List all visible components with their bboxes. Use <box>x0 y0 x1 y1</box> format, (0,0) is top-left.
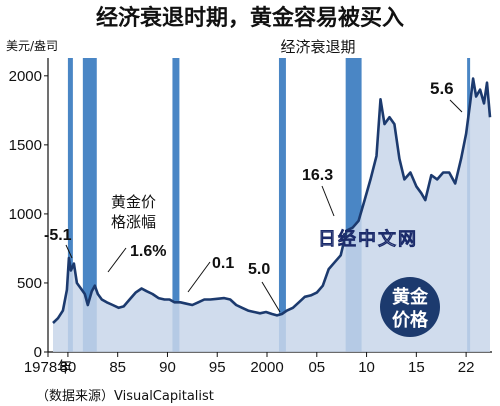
annotation-label-line2: 格涨幅 <box>111 213 156 231</box>
annotation-0: -5.1 <box>44 227 72 244</box>
annotation-1: 1.6% <box>130 243 166 260</box>
x-tick-label-5: 2000 <box>250 359 283 376</box>
annotation-leader-5 <box>449 99 463 113</box>
annotation-5: 5.6 <box>430 79 454 98</box>
x-tick-label-0: 1978年 <box>24 359 72 376</box>
y-tick-label-0: 0 <box>34 344 42 361</box>
x-tick-label-2: 85 <box>109 359 126 376</box>
annotations: -5.1 1.6% 0.1 5.0 16.3 5.6 <box>44 79 463 313</box>
x-tick-label-6: 05 <box>308 359 325 376</box>
x-tick-label-9: 22 <box>458 359 475 376</box>
source-note: （数据来源）VisualCapitalist <box>36 389 214 404</box>
badge-circle <box>380 277 440 337</box>
chart-title: 经济衰退时期，黄金容易被买入 <box>96 5 404 31</box>
annotation-3: 5.0 <box>248 261 270 278</box>
x-tick-label-1: 80 <box>60 359 77 376</box>
recession-band-1 <box>82 58 97 352</box>
annotation-2: 0.1 <box>212 255 234 272</box>
y-tick-label-2: 1000 <box>9 206 42 223</box>
x-tick-label-7: 10 <box>358 359 375 376</box>
recession-band-2 <box>172 58 180 352</box>
recession-label: 经济衰退期 <box>280 38 355 56</box>
recession-band-0 <box>67 58 73 352</box>
annotation-4: 16.3 <box>302 167 333 184</box>
annotation-leader-2 <box>187 261 211 293</box>
y-tick-label-3: 1500 <box>9 137 42 154</box>
gold-price-line <box>52 77 492 324</box>
annotation-leader-3 <box>261 281 281 313</box>
badge-line2: 价格 <box>392 309 429 331</box>
y-unit-label: 美元/盎司 <box>6 39 58 53</box>
gold-price-area <box>53 78 490 352</box>
annotation-leader-1 <box>107 247 127 273</box>
x-tick-label-8: 15 <box>408 359 425 376</box>
annotation-leader-0 <box>65 244 73 259</box>
badge-line1: 黄金 <box>392 286 429 308</box>
watermark-text: 日经中文网 <box>318 228 418 250</box>
annotation-leader-4 <box>321 185 335 217</box>
gold-price-series <box>52 77 492 352</box>
recession-band-3 <box>278 58 286 352</box>
y-tick-label-4: 2000 <box>9 68 42 85</box>
annotation-label-line1: 黄金价 <box>111 193 156 211</box>
x-tick-label-3: 90 <box>159 359 176 376</box>
x-tick-label-4: 95 <box>209 359 226 376</box>
gold-price-badge: 黄金 价格 <box>380 277 440 337</box>
y-tick-label-1: 500 <box>17 275 42 292</box>
